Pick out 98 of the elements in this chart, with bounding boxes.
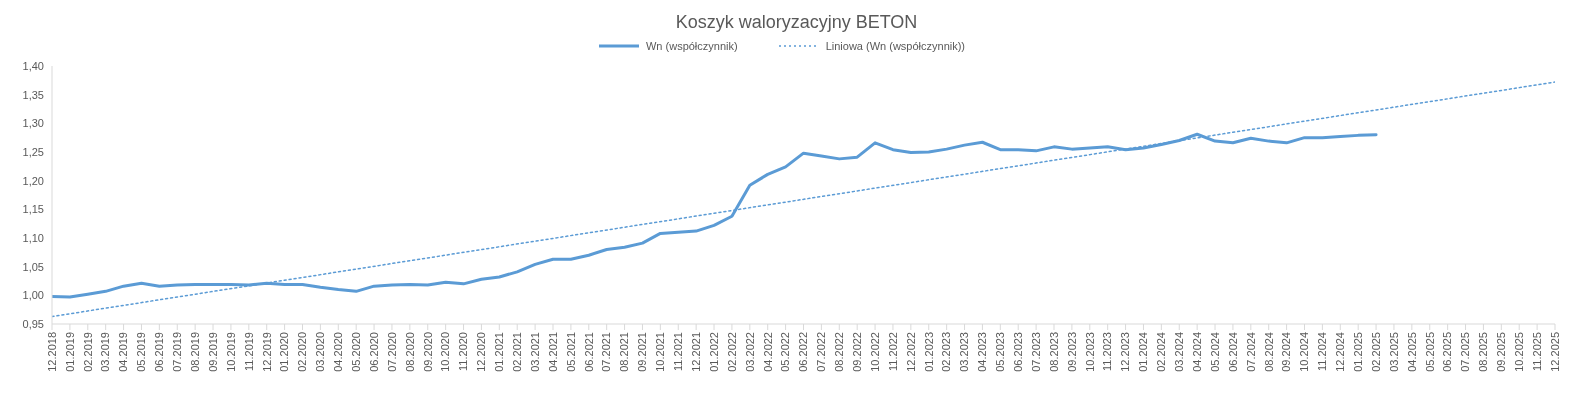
x-tick-label: 03.2019 bbox=[99, 332, 112, 372]
x-tick-label: 05.2019 bbox=[135, 332, 148, 372]
y-tick-label: 1,00 bbox=[22, 289, 44, 302]
x-tick-label: 06.2019 bbox=[153, 332, 166, 372]
x-tick-label: 10.2022 bbox=[868, 332, 881, 372]
x-tick-label: 06.2020 bbox=[367, 332, 380, 372]
x-tick-label: 09.2023 bbox=[1065, 332, 1078, 372]
x-tick-label: 09.2020 bbox=[421, 332, 434, 372]
y-tick-label: 1,35 bbox=[22, 88, 44, 101]
x-tick-label: 03.2023 bbox=[958, 332, 971, 372]
x-tick-label: 12.2024 bbox=[1334, 332, 1347, 372]
x-tick-label: 12.2022 bbox=[904, 332, 917, 372]
x-tick-label: 09.2022 bbox=[850, 332, 863, 372]
x-tick-label: 10.2019 bbox=[224, 332, 237, 372]
x-tick-label: 01.2023 bbox=[922, 332, 935, 372]
x-tick-label: 11.2019 bbox=[242, 332, 255, 371]
x-tick-label: 11.2023 bbox=[1101, 332, 1114, 371]
x-tick-label: 11.2021 bbox=[672, 332, 685, 371]
x-tick-label: 06.2023 bbox=[1012, 332, 1025, 372]
x-tick-label: 05.2024 bbox=[1208, 332, 1221, 372]
x-tick-label: 10.2024 bbox=[1298, 332, 1311, 372]
x-tick-label: 05.2023 bbox=[994, 332, 1007, 372]
x-tick-label: 02.2021 bbox=[511, 332, 524, 372]
x-tick-label: 08.2023 bbox=[1047, 332, 1060, 372]
x-tick-label: 10.2023 bbox=[1083, 332, 1096, 372]
x-tick-label: 08.2021 bbox=[618, 332, 631, 372]
x-tick-label: 07.2025 bbox=[1459, 332, 1472, 372]
x-tick-label: 11.2022 bbox=[886, 332, 899, 371]
x-tick-label: 12.2018 bbox=[45, 332, 58, 372]
x-tick-label: 06.2024 bbox=[1226, 332, 1239, 372]
x-tick-label: 07.2022 bbox=[815, 332, 828, 372]
x-tick-label: 04.2024 bbox=[1190, 332, 1203, 372]
x-tick-label: 04.2021 bbox=[546, 332, 559, 372]
x-tick-label: 03.2022 bbox=[743, 332, 756, 372]
x-tick-label: 11.2020 bbox=[457, 332, 470, 371]
x-tick-label: 01.2024 bbox=[1137, 332, 1150, 372]
x-tick-label: 08.2019 bbox=[188, 332, 201, 372]
x-tick-label: 07.2021 bbox=[600, 332, 613, 372]
y-tick-label: 1,40 bbox=[22, 59, 44, 72]
x-tick-label: 12.2019 bbox=[260, 332, 273, 372]
x-tick-label: 12.2020 bbox=[475, 332, 488, 372]
x-tick-label: 02.2025 bbox=[1369, 332, 1382, 372]
x-tick-label: 10.2020 bbox=[439, 332, 452, 372]
x-tick-label: 02.2020 bbox=[296, 332, 309, 372]
x-tick-label: 03.2025 bbox=[1387, 332, 1400, 372]
x-tick-label: 08.2020 bbox=[403, 332, 416, 372]
legend-label: Wn (współczynnik) bbox=[645, 40, 738, 52]
x-tick-label: 02.2019 bbox=[81, 332, 94, 372]
x-tick-label: 07.2024 bbox=[1244, 332, 1257, 372]
x-tick-label: 05.2022 bbox=[779, 332, 792, 372]
x-tick-label: 01.2021 bbox=[493, 332, 506, 372]
x-tick-label: 09.2025 bbox=[1495, 332, 1508, 372]
x-tick-label: 01.2020 bbox=[278, 332, 291, 372]
y-tick-label: 1,20 bbox=[22, 174, 44, 187]
x-tick-label: 04.2020 bbox=[332, 332, 345, 372]
x-tick-label: 01.2022 bbox=[707, 332, 720, 372]
y-tick-label: 0,95 bbox=[22, 317, 44, 330]
x-tick-label: 12.2025 bbox=[1548, 332, 1561, 372]
x-tick-label: 03.2024 bbox=[1173, 332, 1186, 372]
y-tick-label: 1,25 bbox=[22, 145, 44, 158]
x-tick-label: 08.2025 bbox=[1477, 332, 1490, 372]
x-tick-label: 05.2020 bbox=[349, 332, 362, 372]
x-tick-label: 09.2024 bbox=[1280, 332, 1293, 372]
x-tick-label: 04.2025 bbox=[1405, 332, 1418, 372]
x-tick-label: 02.2024 bbox=[1155, 332, 1168, 372]
x-tick-label: 02.2023 bbox=[940, 332, 953, 372]
x-tick-label: 10.2025 bbox=[1513, 332, 1526, 372]
x-tick-label: 05.2021 bbox=[564, 332, 577, 372]
x-tick-label: 09.2021 bbox=[636, 332, 649, 372]
legend-label: Liniowa (Wn (współczynnik)) bbox=[825, 40, 966, 52]
y-tick-label: 1,10 bbox=[22, 231, 44, 244]
y-tick-label: 1,30 bbox=[22, 117, 44, 130]
x-tick-label: 06.2021 bbox=[582, 332, 595, 372]
x-tick-label: 06.2025 bbox=[1441, 332, 1454, 372]
x-tick-label: 07.2020 bbox=[385, 332, 398, 372]
x-tick-label: 06.2022 bbox=[797, 332, 810, 372]
x-tick-label: 11.2024 bbox=[1316, 332, 1329, 371]
x-tick-label: 03.2020 bbox=[314, 332, 327, 372]
x-tick-label: 04.2022 bbox=[761, 332, 774, 372]
x-tick-label: 12.2023 bbox=[1119, 332, 1132, 372]
x-tick-label: 07.2019 bbox=[171, 332, 184, 372]
x-tick-label: 07.2023 bbox=[1029, 332, 1042, 372]
x-tick-label: 05.2025 bbox=[1423, 332, 1436, 372]
chart-title: Koszyk waloryzacyjny BETON bbox=[674, 11, 919, 34]
x-tick-label: 03.2021 bbox=[528, 332, 541, 372]
x-tick-label: 04.2019 bbox=[117, 332, 130, 372]
x-tick-label: 01.2019 bbox=[63, 332, 76, 372]
x-tick-label: 08.2024 bbox=[1262, 332, 1275, 372]
y-tick-label: 1,05 bbox=[22, 260, 44, 273]
x-tick-label: 02.2022 bbox=[725, 332, 738, 372]
x-tick-label: 08.2022 bbox=[833, 332, 846, 372]
x-tick-label: 11.2025 bbox=[1530, 332, 1543, 371]
x-tick-label: 01.2025 bbox=[1351, 332, 1364, 372]
y-tick-label: 1,15 bbox=[22, 203, 44, 216]
x-tick-label: 12.2021 bbox=[689, 332, 702, 372]
x-tick-label: 10.2021 bbox=[654, 332, 667, 372]
x-tick-label: 04.2023 bbox=[976, 332, 989, 372]
x-tick-label: 09.2019 bbox=[206, 332, 219, 372]
